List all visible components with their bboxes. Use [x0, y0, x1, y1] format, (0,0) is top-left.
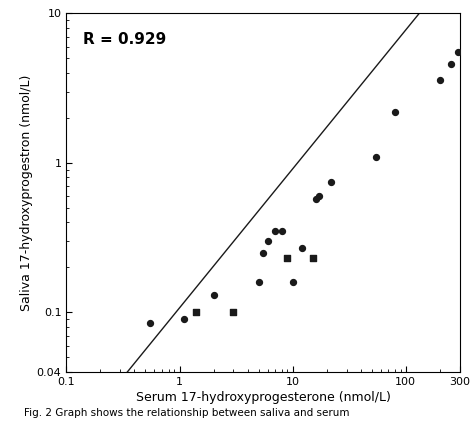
Point: [264, 237, 271, 245]
Point: [373, 153, 380, 160]
Point: [271, 228, 279, 235]
Point: [315, 193, 322, 200]
Point: [328, 178, 335, 185]
Point: [447, 60, 455, 68]
Point: [255, 278, 263, 285]
X-axis label: Serum 17-hydroxyprogesterone (nmol/L): Serum 17-hydroxyprogesterone (nmol/L): [136, 391, 391, 404]
Text: R = 0.929: R = 0.929: [83, 32, 166, 47]
Point: [278, 228, 285, 235]
Point: [283, 255, 291, 262]
Point: [436, 76, 444, 83]
Point: [75, 432, 83, 439]
Point: [259, 249, 267, 256]
Point: [298, 244, 305, 251]
Point: [146, 319, 154, 327]
Point: [454, 49, 462, 56]
Point: [309, 255, 316, 262]
Point: [181, 316, 188, 323]
Point: [117, 432, 124, 439]
Y-axis label: Saliva 17-hydroxyprogestron (nmol/L): Saliva 17-hydroxyprogestron (nmol/L): [19, 74, 33, 311]
Point: [289, 278, 296, 285]
Point: [391, 108, 399, 115]
Point: [312, 196, 319, 203]
Point: [117, 432, 124, 439]
Text: Fig. 2 Graph shows the relationship between saliva and serum: Fig. 2 Graph shows the relationship betw…: [24, 408, 349, 418]
Point: [210, 292, 218, 299]
Point: [230, 309, 237, 316]
Point: [192, 309, 200, 316]
